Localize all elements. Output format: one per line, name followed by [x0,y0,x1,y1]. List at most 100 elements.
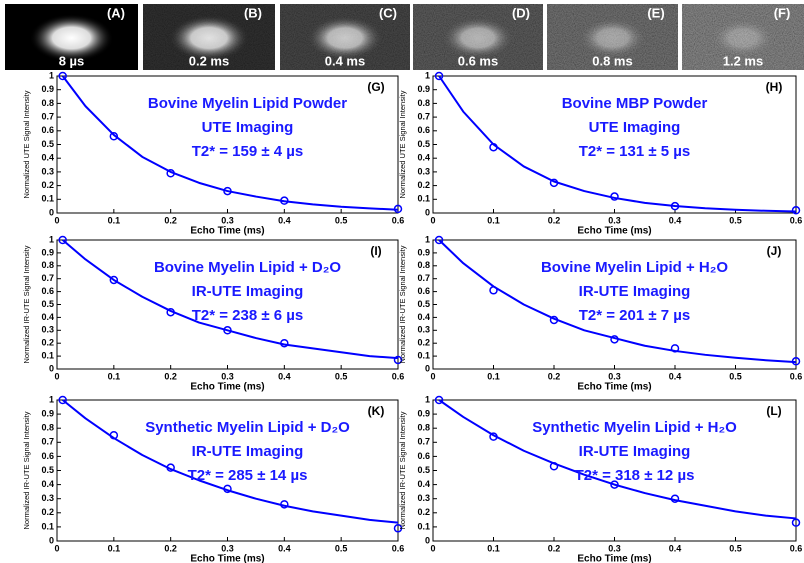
x-axis-label: Echo Time (ms) [577,382,651,393]
x-axis-label: Echo Time (ms) [190,382,264,393]
x-tick-label: 0.2 [548,543,561,553]
x-tick-label: 0.3 [608,543,621,553]
annotation: Bovine MBP Powder [562,95,708,112]
y-tick-label: 0.6 [417,286,430,296]
y-tick-label: 0.9 [417,247,430,257]
y-tick-label: 0.3 [41,166,54,176]
x-tick-label: 0.6 [790,371,803,381]
x-tick-label: 0.2 [164,215,177,225]
y-axis-label: Normalized IR-UTE Signal Intensity [398,245,407,363]
y-tick-label: 0.9 [41,408,54,418]
y-tick-label: 0.2 [41,338,54,348]
y-tick-label: 0.6 [417,125,430,135]
x-tick-label: 0.4 [278,215,291,225]
y-tick-label: 0 [425,535,430,545]
y-tick-label: 0.2 [417,507,430,517]
annotation: T2* = 131 ± 5 µs [579,143,691,160]
y-tick-label: 0.9 [41,84,54,94]
y-tick-label: 0.2 [417,180,430,190]
image-label: (F) [774,5,791,20]
annotation: T2* = 238 ± 6 µs [192,307,304,324]
y-tick-label: 0.3 [417,325,430,335]
x-tick-label: 0.4 [278,543,291,553]
x-tick-label: 0.5 [729,215,742,225]
x-tick-label: 0.1 [108,543,121,553]
image-label: (C) [379,5,397,20]
panel-label: (K) [368,404,385,418]
annotation: IR-UTE Imaging [579,443,691,460]
image-time: 0.2 ms [189,53,229,68]
image-label: (B) [244,5,262,20]
image-time: 0.6 ms [458,53,498,68]
figure: (A)8 µs(B)0.2 ms(C)0.4 ms(D)0.6 ms(E)0.8… [0,0,804,563]
x-tick-label: 0.5 [335,543,348,553]
annotation: T2* = 159 ± 4 µs [192,143,304,160]
y-tick-label: 0.7 [41,273,54,283]
y-tick-label: 0.4 [417,153,430,163]
image-label: (D) [512,5,530,20]
y-tick-label: 0.5 [41,139,54,149]
annotation: UTE Imaging [589,119,681,136]
y-tick-label: 0.8 [41,423,54,433]
y-tick-label: 0 [49,535,54,545]
x-tick-label: 0.6 [790,215,803,225]
x-tick-label: 0 [430,543,435,553]
y-axis-label: Normalized IR-UTE Signal Intensity [22,245,31,363]
panel-label: (G) [367,80,384,94]
y-tick-label: 0.5 [41,299,54,309]
x-tick-label: 0 [430,215,435,225]
y-tick-label: 0.3 [41,325,54,335]
image-time: 0.4 ms [325,53,365,68]
y-tick-label: 0.7 [417,273,430,283]
x-tick-label: 0.3 [608,215,621,225]
y-tick-label: 1 [49,234,54,244]
x-tick-label: 0.1 [487,215,500,225]
y-tick-label: 0.4 [417,479,430,489]
y-tick-label: 1 [425,394,430,404]
annotation: IR-UTE Imaging [192,443,304,460]
y-tick-label: 0.2 [41,180,54,190]
x-tick-label: 0.6 [392,371,405,381]
y-tick-label: 0.1 [417,350,430,360]
y-tick-label: 1 [425,234,430,244]
x-tick-label: 0.2 [548,215,561,225]
y-tick-label: 0.5 [417,139,430,149]
y-axis-label: Normalized IR-UTE Signal Intensity [22,411,31,529]
annotation: T2* = 318 ± 12 µs [575,467,695,484]
y-tick-label: 0.4 [41,153,54,163]
panel-label: (I) [370,244,381,258]
annotation: Bovine Myelin Lipid + H₂O [541,259,728,276]
annotation: T2* = 201 ± 7 µs [579,307,691,324]
y-tick-label: 0.1 [41,194,54,204]
x-tick-label: 0.3 [221,215,234,225]
y-tick-label: 0.9 [41,247,54,257]
y-tick-label: 0.1 [41,350,54,360]
y-tick-label: 0.5 [417,299,430,309]
x-tick-label: 0 [54,215,59,225]
x-axis-label: Echo Time (ms) [190,554,264,563]
y-axis-label: Normalized UTE Signal Intensity [398,90,407,198]
y-tick-label: 0 [425,363,430,373]
image-label: (A) [107,5,125,20]
x-tick-label: 0.6 [392,543,405,553]
panel-label: (H) [766,80,783,94]
y-axis-label: Normalized IR-UTE Signal Intensity [398,411,407,529]
y-tick-label: 0.6 [41,125,54,135]
image-label: (E) [647,5,664,20]
x-tick-label: 0.1 [108,371,121,381]
x-axis-label: Echo Time (ms) [190,226,264,237]
y-tick-label: 0.4 [417,312,430,322]
x-tick-label: 0 [430,371,435,381]
y-tick-label: 0 [49,207,54,217]
y-tick-label: 0.7 [41,437,54,447]
x-tick-label: 0 [54,371,59,381]
annotation: Bovine Myelin Lipid Powder [148,95,347,112]
x-tick-label: 0.1 [487,543,500,553]
x-tick-label: 0.5 [335,215,348,225]
x-tick-label: 0.4 [669,543,682,553]
x-tick-label: 0 [54,543,59,553]
image-time: 1.2 ms [723,53,763,68]
y-tick-label: 0.8 [41,98,54,108]
image-time: 0.8 ms [592,53,632,68]
y-tick-label: 0.7 [41,111,54,121]
